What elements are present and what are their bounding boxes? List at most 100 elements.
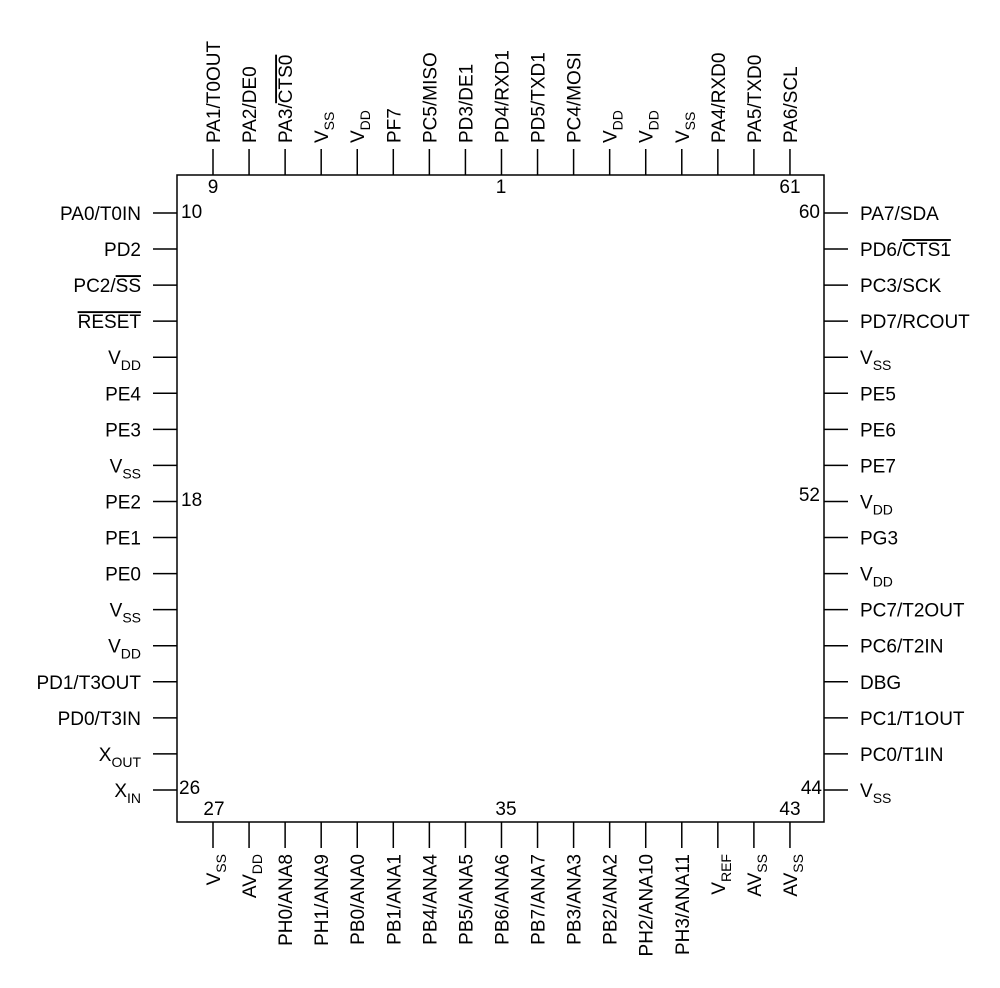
pin-label-subscript: DD [873, 501, 893, 517]
pin-label-subscript: DD [249, 854, 265, 874]
pin-label-vdd: VDD [860, 492, 893, 517]
pin-label-subscript: DD [646, 110, 662, 130]
pin-label-subscript: SS [873, 790, 892, 806]
pin-label-subscript: SS [122, 610, 141, 626]
pin-label-pc7-t2out: PC7/T2OUT [860, 601, 965, 622]
pin-label-pd3-de1: PD3/DE1 [456, 64, 477, 143]
pin-label-pe0: PE0 [105, 565, 141, 586]
pin-label-dbg: DBG [860, 673, 901, 694]
pin-label-pb5-ana5: PB5/ANA5 [456, 854, 477, 945]
pin-label-vss: VSS [860, 781, 891, 806]
pin-label-pc0-t1in: PC0/T1IN [860, 745, 943, 766]
pin-label-vss: VSS [860, 348, 891, 373]
pin-label-pd0-t3in: PD0/T3IN [58, 709, 141, 730]
pin-label-pe5: PE5 [860, 384, 896, 405]
pin-label-vdd: VDD [348, 110, 373, 143]
pin-label-reset: RESET [78, 312, 142, 333]
pin-label-pc4-mosi: PC4/MOSI [565, 52, 586, 143]
pin-label-subscript: IN [127, 790, 141, 806]
pin-label-pe1: PE1 [105, 529, 141, 550]
pin-label-avss: AVSS [745, 854, 770, 897]
pin-label-pb1-ana1: PB1/ANA1 [384, 854, 405, 945]
pin-number-right-top: 60 [799, 202, 820, 223]
pin-label-pa0-t0in: PA0/T0IN [60, 204, 141, 225]
pin-label-pd6-cts1: PD6/CTS1 [860, 240, 951, 261]
chip-body [176, 174, 825, 823]
pin-number-left-bottom: 26 [179, 778, 200, 799]
pin-label-ph0-ana8: PH0/ANA8 [276, 854, 297, 946]
pin-number-bottom-right: 43 [779, 799, 800, 820]
pin-label-pc6-t2in: PC6/T2IN [860, 637, 943, 658]
pin-number-left-top: 10 [181, 202, 202, 223]
pin-label-pa3-cts0: PA3/CTS0 [276, 55, 297, 143]
pin-label-subscript: DD [610, 110, 626, 130]
pin-label-pb4-ana4: PB4/ANA4 [420, 854, 441, 945]
pin-label-pg3: PG3 [860, 529, 898, 550]
pin-label-pa4-rxd0: PA4/RXD0 [709, 53, 730, 143]
pin-label-ph2-ana10: PH2/ANA10 [637, 854, 658, 956]
pin-label-pe4: PE4 [105, 384, 141, 405]
pin-label-subscript: DD [121, 646, 141, 662]
pin-number-top-mid: 1 [496, 177, 507, 198]
pin-label-ph3-ana11: PH3/ANA11 [673, 854, 694, 955]
pin-label-subscript: DD [357, 110, 373, 130]
pin-label-pc5-miso: PC5/MISO [420, 52, 441, 143]
pin-label-avdd: AVDD [240, 854, 265, 898]
pin-label-pc3-sck: PC3/SCK [860, 276, 942, 297]
pin-label-ph1-ana9: PH1/ANA9 [312, 854, 333, 946]
pin-label-subscript: SS [682, 112, 698, 131]
pin-label-subscript: SS [122, 465, 141, 481]
pin-label-subscript: OUT [111, 754, 141, 770]
pin-label-vdd: VDD [637, 110, 662, 143]
pins-layer: PA1/T0OUT PA2/DE0 PA3/CTS0 VSS VDD PF7 PC5/MIS… [36, 41, 970, 957]
pin-label-vdd: VDD [108, 348, 141, 373]
pin-label-vdd: VDD [860, 565, 893, 590]
pin-label-pd2: PD2 [104, 240, 141, 261]
pin-label-vss: VSS [110, 601, 141, 626]
pin-label-pb2-ana2: PB2/ANA2 [601, 854, 622, 945]
pin-label-subscript: SS [213, 854, 229, 873]
pin-label-pe3: PE3 [105, 420, 141, 441]
pin-label-xin: XIN [114, 781, 141, 806]
pin-label-vss: VSS [110, 456, 141, 481]
pin-label-pf7: PF7 [384, 108, 405, 143]
pin-label-subscript: SS [873, 357, 892, 373]
pin-label-pe6: PE6 [860, 420, 896, 441]
pin-number-left-mid: 18 [181, 490, 202, 511]
pin-label-pa7-sda: PA7/SDA [860, 204, 939, 225]
pin-label-pd1-t3out: PD1/T3OUT [36, 673, 141, 694]
pin-label-pb0-ana0: PB0/ANA0 [348, 854, 369, 945]
pin-label-pd7-rcout: PD7/RCOUT [860, 312, 970, 333]
pin-label-pe2: PE2 [105, 492, 141, 513]
pin-number-bottom-mid: 35 [495, 799, 516, 820]
pin-label-subscript: SS [321, 112, 337, 131]
pin-label-pd5-txd1: PD5/TXD1 [529, 52, 550, 143]
pin-label-vss: VSS [673, 112, 698, 143]
pin-label-vss: VSS [312, 112, 337, 143]
pin-label-pb6-ana6: PB6/ANA6 [492, 854, 513, 945]
pin-number-right-mid: 52 [799, 485, 820, 506]
pin-number-bottom-left: 27 [203, 799, 224, 820]
pin-label-subscript: DD [121, 357, 141, 373]
pin-number-top-right: 61 [779, 177, 800, 198]
pin-label-vss: VSS [204, 854, 229, 885]
pin-label-xout: XOUT [99, 745, 142, 770]
pin-label-subscript: SS [790, 854, 806, 873]
pin-label-subscript: SS [754, 854, 770, 873]
pin-label-pb7-ana7: PB7/ANA7 [529, 854, 550, 945]
pin-number-top-left: 9 [208, 177, 219, 198]
pin-label-vdd: VDD [108, 637, 141, 662]
pin-label-vref: VREF [709, 854, 734, 895]
pin-label-pa5-txd0: PA5/TXD0 [745, 55, 766, 143]
pin-label-pa1-t0out: PA1/T0OUT [204, 41, 225, 143]
pin-label-subscript: REF [718, 854, 734, 882]
pin-label-pa2-de0: PA2/DE0 [240, 66, 261, 143]
pin-label-vdd: VDD [601, 110, 626, 143]
pin-label-pc1-t1out: PC1/T1OUT [860, 709, 965, 730]
pin-label-pc2-ss: PC2/SS [73, 276, 141, 297]
pin-label-pe7: PE7 [860, 456, 896, 477]
pin-label-avss: AVSS [781, 854, 806, 897]
pin-label-subscript: DD [873, 574, 893, 590]
pin-label-pb3-ana3: PB3/ANA3 [565, 854, 586, 945]
